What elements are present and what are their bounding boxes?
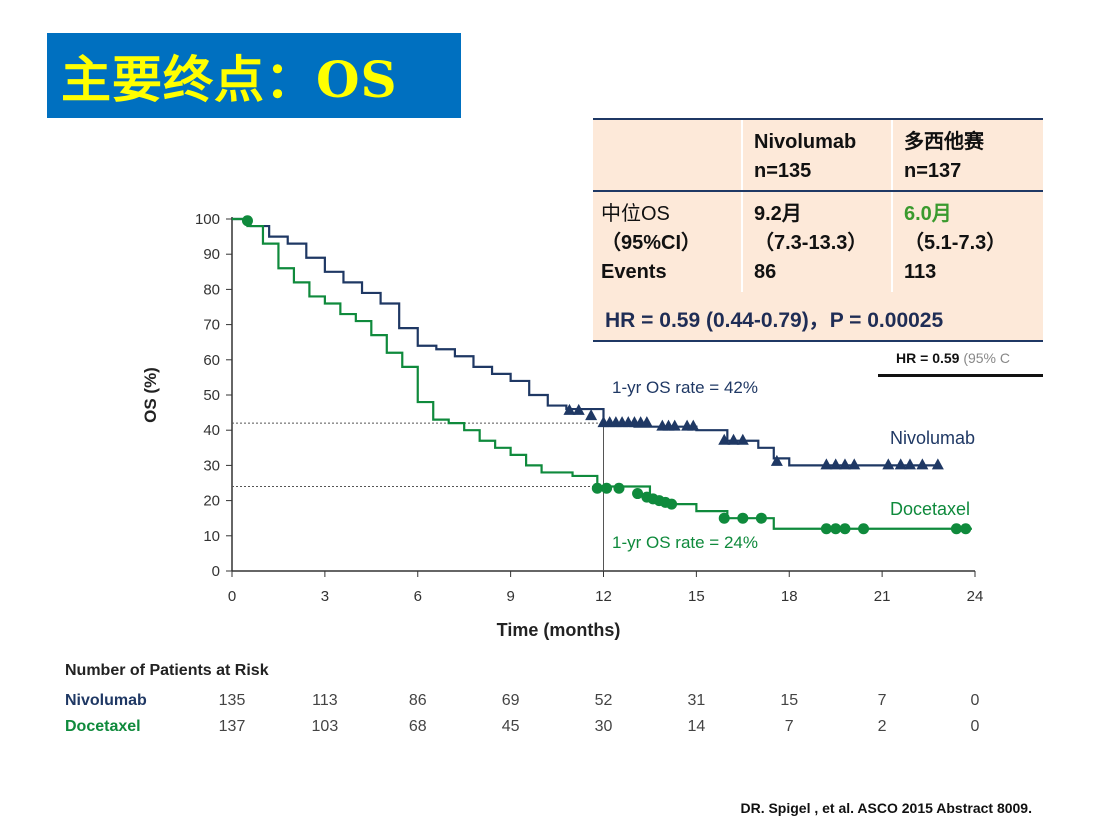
censor-mark-nivolumab <box>882 458 895 470</box>
x-tick-label: 0 <box>228 588 236 605</box>
risk-table-title: Number of Patients at Risk <box>65 662 269 679</box>
risk-value: 68 <box>408 718 427 735</box>
nivolumab-values: 9.2月 （7.3-13.3） 86 <box>754 203 868 283</box>
series-label-nivolumab: Nivolumab <box>890 428 975 448</box>
x-tick-label: 18 <box>781 588 798 605</box>
header-docetaxel: 多西他赛 n=137 <box>904 131 984 182</box>
censor-mark-docetaxel <box>601 482 613 494</box>
censor-mark-docetaxel <box>718 512 730 524</box>
annotation-1yr-nivolumab: 1-yr OS rate = 42% <box>612 378 758 397</box>
censor-mark-nivolumab <box>931 458 944 470</box>
x-tick-label: 15 <box>688 588 705 605</box>
slide-title-box: 主要终点：OS <box>47 33 461 118</box>
curve-nivolumab <box>232 217 941 467</box>
y-tick-label: 80 <box>203 281 220 298</box>
x-tick-label: 6 <box>414 588 422 605</box>
y-tick-label: 30 <box>203 457 220 474</box>
row-labels: 中位OS （95%CI） Events <box>601 203 702 283</box>
risk-value: 7 <box>784 718 794 735</box>
risk-value: 52 <box>594 692 613 709</box>
censor-mark-nivolumab <box>838 458 851 470</box>
risk-value: 135 <box>218 692 246 709</box>
risk-value: 30 <box>594 718 613 735</box>
annotation-1yr-docetaxel: 1-yr OS rate = 24% <box>612 533 758 552</box>
risk-row-label-docetaxel: Docetaxel <box>65 718 141 735</box>
censor-mark-docetaxel <box>858 523 870 535</box>
censor-mark-docetaxel <box>613 482 625 494</box>
censor-mark-docetaxel <box>241 215 253 227</box>
censor-mark-docetaxel <box>755 512 767 524</box>
docetaxel-values: 6.0月 （5.1-7.3） 113 <box>904 203 1007 283</box>
x-tick-label: 24 <box>967 588 984 605</box>
risk-value: 137 <box>218 718 246 735</box>
risk-value: 15 <box>780 692 799 709</box>
partial-hr-text: HR = 0.59 (95% C <box>896 350 1011 366</box>
x-axis-label: Time (months) <box>497 620 621 640</box>
y-axis-label: OS (%) <box>141 367 160 423</box>
censor-mark-nivolumab <box>668 419 681 431</box>
partial-hr-underline <box>878 374 1043 377</box>
censor-mark-nivolumab <box>916 458 929 470</box>
censor-mark-nivolumab <box>563 403 576 415</box>
censor-mark-nivolumab <box>820 458 833 470</box>
censor-mark-docetaxel <box>839 523 851 535</box>
series-label-docetaxel: Docetaxel <box>890 499 970 519</box>
censor-mark-nivolumab <box>894 458 907 470</box>
censor-mark-docetaxel <box>591 482 603 494</box>
risk-value: 14 <box>687 718 706 735</box>
censor-mark-nivolumab <box>848 458 861 470</box>
x-tick-label: 9 <box>506 588 514 605</box>
censor-mark-docetaxel <box>737 512 749 524</box>
censor-mark-nivolumab <box>718 433 731 445</box>
slide-title: 主要终点：OS <box>61 49 398 109</box>
censor-mark-nivolumab <box>727 433 740 445</box>
y-tick-label: 10 <box>203 528 220 545</box>
risk-value: 0 <box>970 692 980 709</box>
censor-mark-nivolumab <box>829 458 842 470</box>
risk-value: 86 <box>408 692 427 709</box>
x-tick-label: 12 <box>595 588 612 605</box>
censor-mark-docetaxel <box>820 523 832 535</box>
censor-mark-nivolumab <box>736 433 749 445</box>
censor-mark-nivolumab <box>640 416 653 428</box>
y-tick-label: 40 <box>203 422 220 439</box>
citation: DR. Spigel , et al. ASCO 2015 Abstract 8… <box>740 800 1032 816</box>
censor-mark-docetaxel <box>666 498 678 510</box>
risk-value: 45 <box>501 718 520 735</box>
y-tick-label: 90 <box>203 246 220 263</box>
censor-mark-nivolumab <box>687 419 700 431</box>
risk-value: 69 <box>501 692 520 709</box>
y-tick-label: 50 <box>203 387 220 404</box>
y-tick-label: 60 <box>203 352 220 369</box>
x-tick-label: 3 <box>321 588 329 605</box>
x-tick-label: 21 <box>874 588 891 605</box>
censor-mark-nivolumab <box>585 409 598 421</box>
y-tick-label: 20 <box>203 493 220 510</box>
table-divider-2 <box>891 120 893 292</box>
y-tick-label: 0 <box>212 563 220 580</box>
risk-value: 0 <box>970 718 980 735</box>
censor-mark-docetaxel <box>830 523 842 535</box>
censor-mark-docetaxel <box>960 523 972 535</box>
censor-mark-nivolumab <box>572 403 585 415</box>
risk-value: 31 <box>687 692 706 709</box>
y-tick-label: 70 <box>203 317 220 334</box>
risk-row-label-nivolumab: Nivolumab <box>65 692 147 709</box>
risk-value: 103 <box>311 718 339 735</box>
censor-mark-docetaxel <box>632 488 644 500</box>
censor-mark-docetaxel <box>950 523 962 535</box>
summary-table: Nivolumab n=135 多西他赛 n=137 中位OS （95%CI） … <box>593 118 1043 342</box>
censor-mark-nivolumab <box>903 458 916 470</box>
risk-value: 113 <box>312 692 338 709</box>
header-nivolumab: Nivolumab n=135 <box>754 131 857 182</box>
table-header-rule <box>593 190 1043 192</box>
censor-mark-nivolumab <box>770 454 783 466</box>
table-divider-1 <box>741 120 743 292</box>
risk-value: 7 <box>877 692 887 709</box>
hazard-ratio: HR = 0.59 (0.44-0.79)，P = 0.00025 <box>605 309 944 332</box>
risk-value: 2 <box>877 718 887 735</box>
y-tick-label: 100 <box>195 211 220 228</box>
